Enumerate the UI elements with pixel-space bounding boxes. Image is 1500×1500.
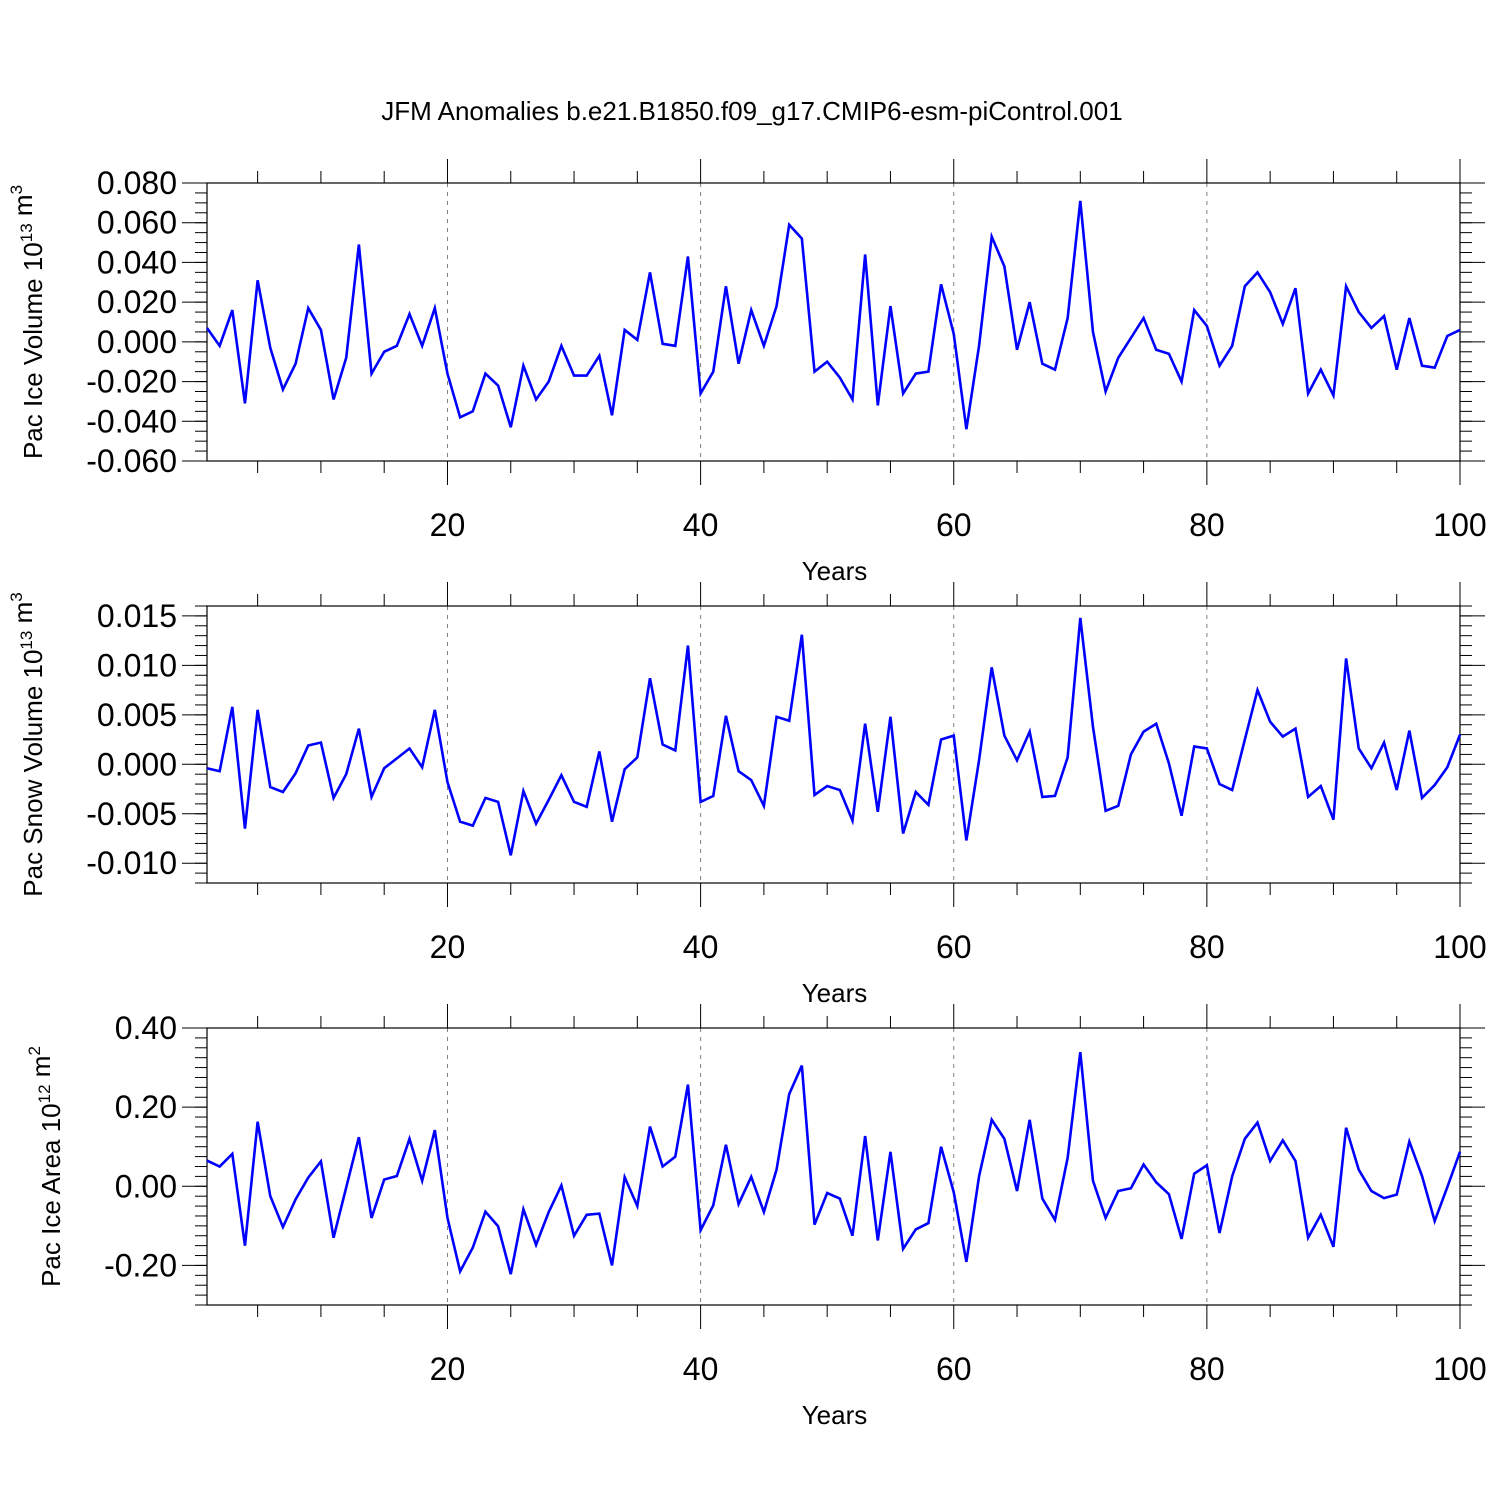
x-axis-label: Years bbox=[802, 556, 868, 586]
y-axis-label-part: m bbox=[8, 194, 38, 223]
y-axis-label-exponent: 3 bbox=[7, 185, 26, 194]
x-tick-label: 20 bbox=[430, 1351, 466, 1387]
x-tick-label: 80 bbox=[1189, 1351, 1225, 1387]
y-tick-label: 0.000 bbox=[97, 324, 177, 360]
x-tick-label: 100 bbox=[1433, 1351, 1486, 1387]
y-axis-label: Pac Ice Volume 1013 m3 bbox=[7, 185, 48, 459]
x-tick-label: 60 bbox=[936, 1351, 972, 1387]
x-tick-label: 20 bbox=[430, 507, 466, 543]
y-tick-label: 0.00 bbox=[115, 1168, 177, 1204]
x-tick-label: 20 bbox=[430, 929, 466, 965]
y-tick-label: -0.010 bbox=[86, 845, 177, 881]
y-tick-label: 0.005 bbox=[97, 697, 177, 733]
y-axis-label: Pac Snow Volume 1013 m3 bbox=[7, 592, 48, 896]
y-axis-label-part: m bbox=[8, 602, 38, 631]
y-tick-label: 0.040 bbox=[97, 244, 177, 280]
y-tick-label: 0.080 bbox=[97, 165, 177, 201]
y-axis-label-part: Pac Ice Volume 10 bbox=[18, 242, 48, 459]
y-tick-label: 0.020 bbox=[97, 284, 177, 320]
x-tick-label: 60 bbox=[936, 929, 972, 965]
y-axis-label-exponent: 3 bbox=[7, 592, 26, 601]
y-tick-label: 0.20 bbox=[115, 1089, 177, 1125]
series-line-2 bbox=[206, 617, 1462, 856]
y-axis-label-exponent: 12 bbox=[35, 1084, 54, 1103]
x-tick-label: 60 bbox=[936, 507, 972, 543]
y-tick-label: 0.000 bbox=[97, 746, 177, 782]
y-axis-label: Pac Ice Area 1012 m2 bbox=[25, 1046, 66, 1287]
x-axis-label: Years bbox=[802, 978, 868, 1008]
panel-3: -0.20 0.00 0.20 0.40 20 40 60 80 100 Years Pac Ice… bbox=[25, 1004, 1487, 1430]
y-axis-label-exponent: 13 bbox=[17, 223, 36, 242]
y-tick-label: 0.060 bbox=[97, 205, 177, 241]
x-tick-label: 100 bbox=[1433, 929, 1486, 965]
x-tick-label: 40 bbox=[683, 1351, 719, 1387]
y-tick-label: 0.010 bbox=[97, 647, 177, 683]
y-tick-label: -0.005 bbox=[86, 796, 177, 832]
y-tick-label: 0.40 bbox=[115, 1010, 177, 1046]
y-axis-label-exponent: 2 bbox=[25, 1046, 44, 1055]
series-line-1 bbox=[205, 200, 1461, 430]
y-axis-label-part: Pac Snow Volume 10 bbox=[18, 650, 48, 897]
x-tick-label: 40 bbox=[683, 507, 719, 543]
chart-title: JFM Anomalies b.e21.B1850.f09_g17.CMIP6-… bbox=[381, 96, 1122, 126]
y-axis-label-part: m bbox=[26, 1056, 56, 1085]
y-tick-label: -0.020 bbox=[86, 364, 177, 400]
x-axis-label: Years bbox=[802, 1400, 868, 1430]
y-tick-label: 0.015 bbox=[97, 598, 177, 634]
x-tick-label: 40 bbox=[683, 929, 719, 965]
x-tick-label: 80 bbox=[1189, 507, 1225, 543]
panel-2: -0.010 -0.005 0.000 0.005 0.010 0.015 20 40 60 80… bbox=[7, 582, 1487, 1008]
series-line-3 bbox=[206, 1051, 1462, 1276]
x-tick-label: 100 bbox=[1433, 507, 1486, 543]
y-tick-label: -0.060 bbox=[86, 443, 177, 479]
y-tick-label: -0.040 bbox=[86, 403, 177, 439]
y-tick-label: -0.20 bbox=[104, 1247, 177, 1283]
y-axis-label-part: Pac Ice Area 10 bbox=[36, 1103, 66, 1287]
x-tick-label: 80 bbox=[1189, 929, 1225, 965]
y-axis-label-exponent: 13 bbox=[17, 631, 36, 650]
